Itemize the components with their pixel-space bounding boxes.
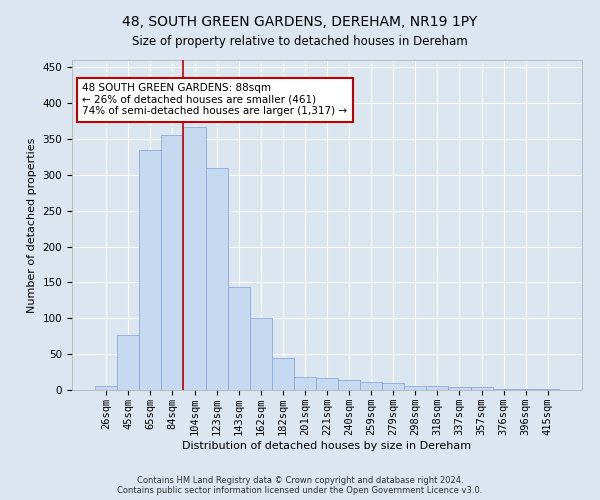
Bar: [139, 150, 161, 390]
Bar: [382, 383, 404, 390]
Text: Contains HM Land Registry data © Crown copyright and database right 2024.
Contai: Contains HM Land Registry data © Crown c…: [118, 476, 482, 495]
Bar: [316, 378, 338, 390]
Bar: [294, 377, 316, 390]
Bar: [117, 336, 139, 390]
Text: 48 SOUTH GREEN GARDENS: 88sqm
← 26% of detached houses are smaller (461)
74% of : 48 SOUTH GREEN GARDENS: 88sqm ← 26% of d…: [82, 83, 347, 116]
Y-axis label: Number of detached properties: Number of detached properties: [27, 138, 37, 312]
Bar: [184, 126, 206, 390]
Bar: [338, 380, 360, 390]
Bar: [227, 288, 250, 390]
Text: 48, SOUTH GREEN GARDENS, DEREHAM, NR19 1PY: 48, SOUTH GREEN GARDENS, DEREHAM, NR19 1…: [122, 15, 478, 29]
Bar: [250, 318, 272, 390]
Bar: [206, 168, 227, 390]
Bar: [427, 386, 448, 390]
Bar: [470, 387, 493, 390]
Bar: [272, 358, 294, 390]
Bar: [360, 382, 382, 390]
Bar: [448, 387, 470, 390]
Bar: [161, 136, 184, 390]
Bar: [404, 386, 427, 390]
Text: Size of property relative to detached houses in Dereham: Size of property relative to detached ho…: [132, 35, 468, 48]
X-axis label: Distribution of detached houses by size in Dereham: Distribution of detached houses by size …: [182, 440, 472, 450]
Bar: [95, 386, 117, 390]
